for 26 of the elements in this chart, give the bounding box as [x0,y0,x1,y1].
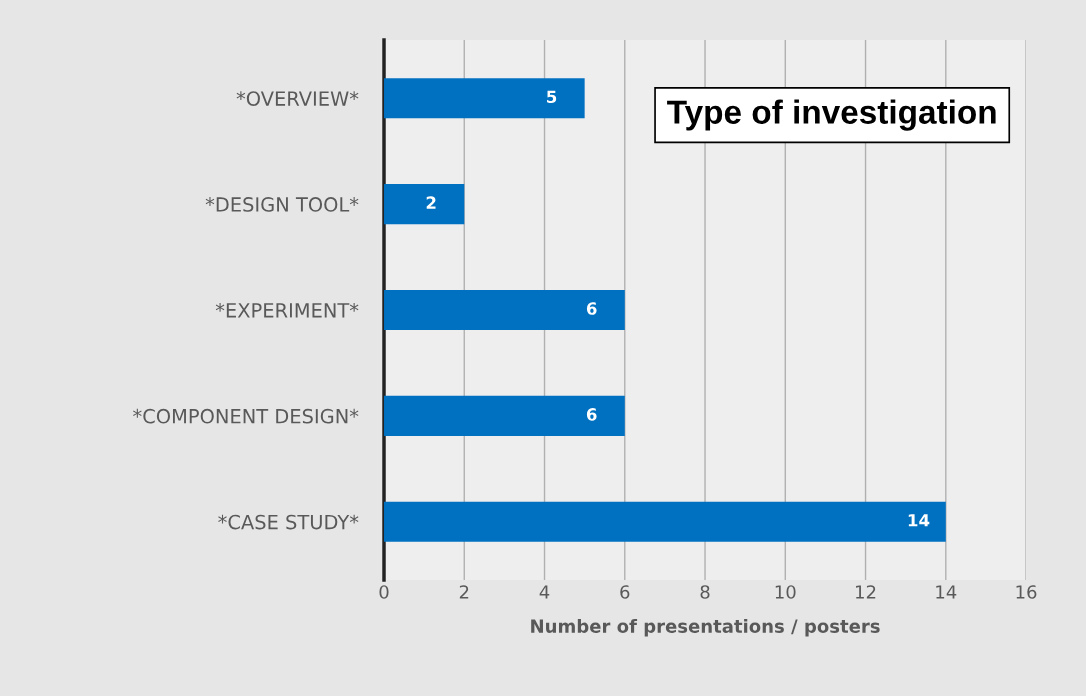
x-tick-label: 12 [856,585,876,599]
y-tick-label: *EXPERIMENT* [215,302,359,318]
bar [384,184,465,225]
x-tick-label: 4 [539,585,550,599]
data-label: 14 [908,514,930,527]
bar [384,501,946,542]
y-tick-label: *OVERVIEW* [236,91,359,106]
bar [384,289,625,331]
x-tick-label: 2 [459,585,469,599]
y-tick-label: *COMPONENT DESIGN* [133,408,359,424]
x-tick-label: 0 [379,585,389,599]
x-tick-label: 16 [1016,585,1037,599]
data-label: 5 [547,90,557,104]
bar [384,395,625,436]
x-tick-label: 10 [775,585,796,599]
bar [384,78,585,119]
x-tick-label: 6 [620,585,630,599]
data-label: 2 [426,196,436,209]
x-tick-label: 14 [936,585,957,599]
x-tick-label: 8 [700,585,710,599]
data-label: 6 [586,302,597,315]
y-tick-label: *DESIGN TOOL* [205,197,359,212]
text: Type of investigation [667,99,996,131]
data-label: 6 [586,408,597,421]
y-tick-label: *CASE STUDY* [218,514,359,530]
x-axis-title: Number of presentations / posters [531,618,880,637]
